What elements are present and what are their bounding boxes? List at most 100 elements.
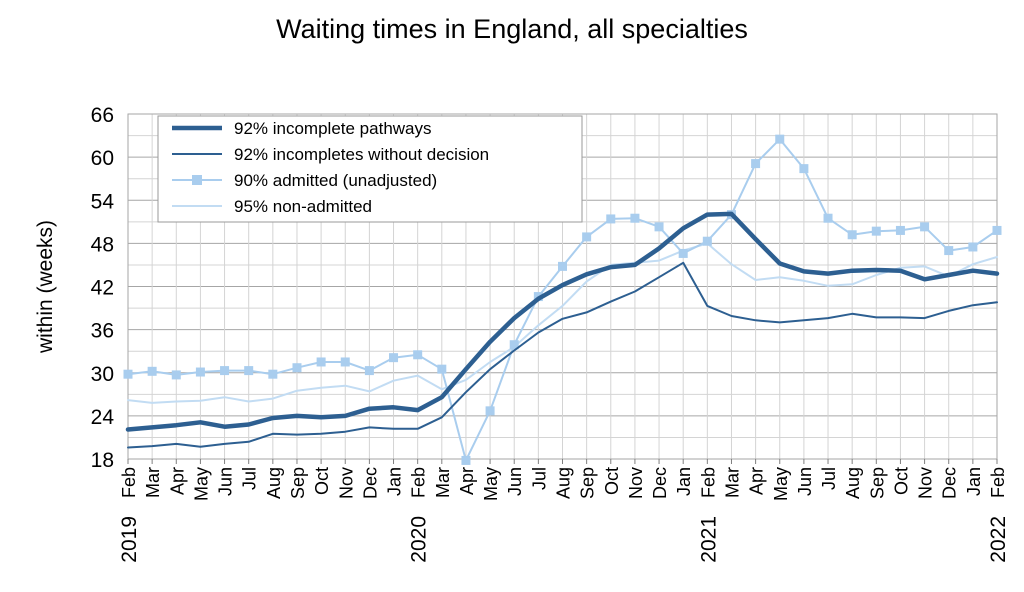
legend: 92% incomplete pathways 92% incompletes w…: [157, 115, 583, 223]
x-tick-label: Aug: [554, 467, 574, 499]
x-tick-label: Dec: [650, 467, 670, 499]
y-axis-label: within (weeks): [34, 220, 57, 354]
series-line: [127, 242, 998, 404]
x-tick-label: Mar: [433, 467, 453, 498]
data-point: [606, 214, 616, 224]
data-point: [702, 236, 712, 246]
x-tick-label: Jan: [385, 467, 405, 496]
data-point: [871, 226, 881, 236]
data-point: [895, 225, 905, 235]
y-tick-label: 60: [91, 147, 114, 170]
y-tick-label: 48: [91, 233, 114, 256]
legend-label: 92% incomplete pathways: [234, 119, 432, 138]
year-label: 2021: [697, 516, 720, 563]
data-point: [944, 246, 954, 256]
y-axis-ticks: 18 24 30 36 42 48 54 60 66: [91, 104, 115, 472]
x-tick-label: Feb: [698, 467, 718, 498]
data-point: [558, 261, 567, 271]
data-point: [485, 406, 495, 416]
year-label: 2020: [408, 516, 431, 563]
y-tick-label: 54: [91, 190, 115, 213]
x-tick-label: Apr: [747, 467, 767, 495]
x-tick-label: Oct: [891, 467, 911, 495]
data-point: [582, 232, 592, 242]
legend-label: 92% incompletes without decision: [234, 145, 489, 164]
x-tick-label: Feb: [988, 467, 1008, 498]
data-point: [292, 363, 302, 373]
x-tick-label: Jul: [240, 467, 260, 490]
y-tick-label: 18: [91, 449, 114, 472]
data-point: [751, 159, 761, 169]
y-tick-label: 66: [91, 104, 114, 127]
x-tick-label: Feb: [409, 467, 429, 498]
year-label: 2022: [987, 516, 1010, 563]
x-tick-label: Aug: [843, 467, 863, 499]
data-point: [171, 370, 181, 380]
data-point: [823, 213, 833, 223]
data-point: [509, 340, 519, 350]
data-point: [920, 222, 930, 232]
legend-label: 95% non-admitted: [234, 197, 372, 216]
year-label: 2019: [118, 516, 141, 563]
x-tick-label: Jan: [964, 467, 984, 496]
x-tick-label: Sep: [288, 467, 308, 499]
x-tick-label: Apr: [457, 467, 477, 495]
y-tick-label: 42: [91, 277, 114, 300]
series-line: [127, 261, 998, 449]
series-line: [125, 211, 1000, 432]
x-tick-label: Oct: [602, 467, 622, 495]
x-tick-label: Jan: [674, 467, 694, 496]
x-tick-label: Feb: [119, 467, 139, 498]
legend-marker: [192, 175, 202, 185]
data-point: [678, 248, 688, 258]
y-tick-label: 36: [91, 320, 114, 343]
x-tick-label: Jun: [216, 467, 236, 496]
data-point: [340, 357, 350, 367]
data-point: [316, 357, 326, 367]
x-tick-label: Jul: [529, 467, 549, 490]
data-point: [437, 364, 447, 374]
data-point: [244, 366, 254, 376]
data-point: [968, 242, 978, 252]
x-tick-label: Dec: [360, 467, 380, 499]
x-tick-label: Jun: [505, 467, 525, 496]
x-tick-label: Oct: [312, 467, 332, 495]
x-tick-label: May: [191, 467, 211, 501]
data-point: [389, 353, 399, 363]
x-tick-label: Mar: [143, 467, 163, 498]
data-point: [654, 222, 664, 232]
data-point: [195, 367, 205, 377]
x-axis-ticks: Feb Mar Apr May Jun Jul Aug Sep Oct Nov Dec Jan Feb M…: [119, 459, 1008, 501]
x-tick-label: May: [481, 467, 501, 501]
x-tick-label: Sep: [867, 467, 887, 499]
chart-title: Waiting times in England, all specialtie…: [276, 14, 748, 44]
data-point: [147, 366, 157, 376]
x-tick-label: Aug: [264, 467, 284, 499]
data-point: [461, 455, 471, 465]
data-point: [799, 164, 809, 174]
data-point: [630, 213, 640, 223]
x-tick-label: Nov: [916, 467, 936, 499]
data-point: [847, 230, 857, 240]
y-tick-label: 30: [91, 363, 114, 386]
series-lines: [123, 134, 1002, 465]
data-point: [364, 366, 374, 376]
data-point: [220, 366, 230, 376]
y-tick-label: 24: [91, 406, 115, 429]
x-tick-label: Nov: [626, 467, 646, 499]
legend-label: 90% admitted (unadjusted): [234, 171, 437, 190]
data-point: [992, 225, 1002, 235]
x-tick-label: Apr: [167, 467, 187, 495]
x-tick-label: Sep: [578, 467, 598, 499]
data-point: [413, 350, 423, 360]
x-tick-label: Jun: [795, 467, 815, 496]
data-point: [775, 134, 785, 144]
x-tick-label: Mar: [722, 467, 742, 498]
x-tick-label: Jul: [819, 467, 839, 490]
legend-box: [157, 115, 583, 223]
x-tick-label: Nov: [336, 467, 356, 499]
year-labels: 2019 2020 2021 2022: [118, 516, 1010, 563]
x-tick-label: Dec: [940, 467, 960, 499]
data-point: [268, 369, 278, 379]
